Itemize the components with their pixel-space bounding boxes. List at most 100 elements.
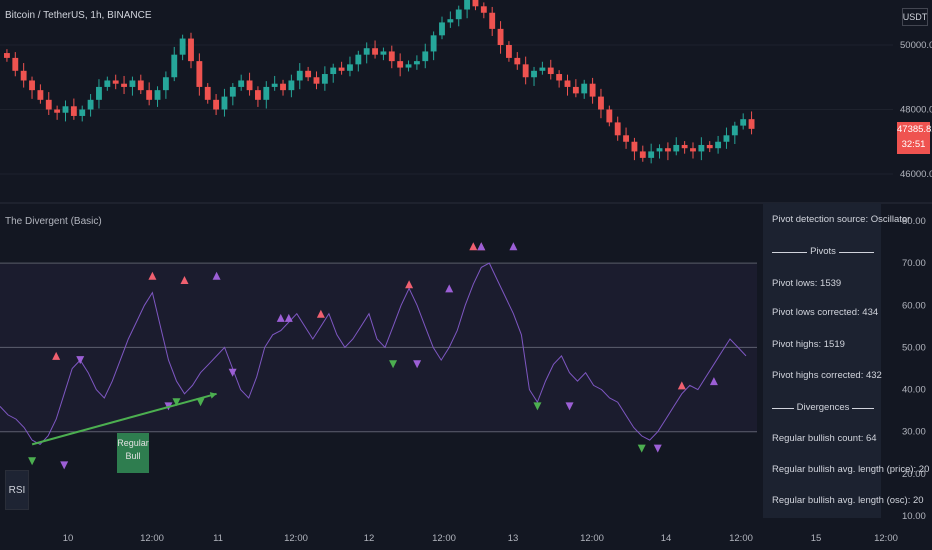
pivot-high-marker: [316, 309, 325, 318]
symbol-title[interactable]: Bitcoin / TetherUS, 1h, BINANCE: [5, 10, 152, 21]
osc-tick-label: 50.00: [902, 342, 926, 353]
pivot-low-marker: [389, 360, 398, 369]
pivot-low-marker: [533, 402, 542, 411]
stat-bull-count: Regular bullish count: 64: [772, 433, 877, 444]
pivot-high-marker: [148, 271, 157, 280]
regular-bull-divergence-line: [31, 392, 217, 446]
candle-down: [664, 148, 671, 152]
time-tick-label: 12:00: [874, 533, 898, 544]
candle-down: [639, 151, 646, 158]
candle-up: [455, 9, 462, 20]
currency-badge[interactable]: USDT: [902, 8, 928, 26]
pivot-high-marker: [405, 280, 414, 289]
regular-bull-label: Regular Bull: [117, 433, 149, 473]
candle-down: [497, 28, 504, 45]
candle-down: [20, 70, 27, 81]
time-tick-label: 15: [811, 533, 822, 544]
candle-up: [447, 19, 454, 23]
candle-down: [29, 80, 35, 91]
pivot-high-corrected-marker: [477, 242, 486, 251]
candle-up: [229, 86, 236, 97]
candle-down: [70, 106, 77, 116]
candle-up: [96, 86, 102, 100]
candle-up: [355, 54, 362, 65]
divergences-header: Divergences: [772, 402, 874, 413]
candle-up: [347, 64, 353, 71]
candle-down: [514, 57, 521, 65]
candle-down: [623, 135, 629, 142]
candle-up: [296, 70, 303, 81]
candle-up: [740, 119, 747, 126]
candle-down: [681, 144, 688, 149]
pivot-low-corrected-marker: [76, 356, 85, 365]
time-tick-label: 12: [364, 533, 375, 544]
regular-bull-label-line2: Bull: [125, 451, 141, 461]
candle-down: [188, 38, 194, 62]
time-tick-label: 12:00: [432, 533, 456, 544]
stat-pivot-highs: Pivot highs: 1519: [772, 339, 845, 350]
price-tick-label: 46000.00: [900, 169, 932, 180]
price-tick-label: 50000.00: [900, 40, 932, 51]
pivot-low-corrected-marker: [653, 444, 662, 453]
pivot-low-marker: [172, 398, 181, 407]
regular-bull-label-line1: Regular: [117, 438, 149, 448]
candle-up: [656, 148, 663, 152]
osc-tick-label: 30.00: [902, 427, 926, 438]
candle-up: [413, 61, 420, 65]
rsi-grid: [0, 262, 757, 433]
candle-down: [204, 86, 211, 100]
candle-down: [489, 12, 496, 29]
last-price-value: 47385.82: [897, 124, 932, 135]
candle-up: [79, 109, 86, 116]
candle-up: [581, 83, 588, 94]
candle-up: [87, 99, 94, 110]
price-candles: [4, 0, 755, 164]
pivot-high-marker: [52, 351, 61, 360]
pivot-high-corrected-marker: [509, 242, 518, 251]
candle-down: [388, 51, 395, 62]
candle-down: [397, 61, 404, 68]
osc-tick-label: 10.00: [902, 511, 926, 522]
candle-down: [690, 148, 696, 152]
candle-down: [556, 74, 563, 81]
rsi-pane-tag[interactable]: RSI: [5, 470, 29, 510]
candle-up: [464, 0, 471, 10]
osc-tick-label: 70.00: [902, 258, 926, 269]
candle-up: [422, 51, 429, 62]
stat-pivot-lows: Pivot lows: 1539: [772, 278, 842, 289]
candle-up: [439, 22, 445, 36]
candle-up: [430, 35, 437, 52]
pivot-high-marker: [469, 242, 478, 251]
pivot-low-marker: [637, 444, 646, 453]
candle-up: [673, 144, 680, 152]
candle-down: [305, 70, 312, 78]
pivot-markers: [28, 242, 718, 470]
candle-up: [723, 135, 730, 142]
candle-down: [598, 96, 604, 110]
time-tick-label: 10: [63, 533, 74, 544]
time-tick-label: 12:00: [140, 533, 164, 544]
candle-up: [238, 80, 245, 87]
candle-up: [330, 67, 337, 75]
pivot-low-marker: [28, 457, 37, 466]
candle-up: [129, 80, 136, 87]
candle-up: [62, 106, 69, 113]
candle-down: [45, 99, 52, 110]
candle-up: [648, 151, 655, 158]
bar-countdown: 32:51: [901, 139, 926, 150]
divergences-header-text: Divergences: [793, 402, 853, 413]
time-axis: 10 12:00 11 12:00 12 12:00 13 12:00 14 12:00 15 12:…: [63, 533, 898, 544]
candle-down: [338, 67, 345, 71]
indicator-title[interactable]: The Divergent (Basic): [5, 216, 102, 227]
stat-bull-len-osc: Regular bullish avg. length (osc): 20: [772, 495, 924, 506]
candle-down: [4, 53, 10, 58]
time-tick-label: 12:00: [580, 533, 604, 544]
pivot-low-corrected-marker: [413, 360, 422, 369]
candle-up: [715, 141, 722, 149]
osc-tick-label: 80.00: [902, 216, 926, 227]
pivot-low-marker: [196, 398, 205, 407]
candle-down: [614, 122, 621, 136]
candle-down: [589, 83, 596, 97]
candle-down: [472, 0, 479, 7]
candle-down: [37, 90, 44, 100]
